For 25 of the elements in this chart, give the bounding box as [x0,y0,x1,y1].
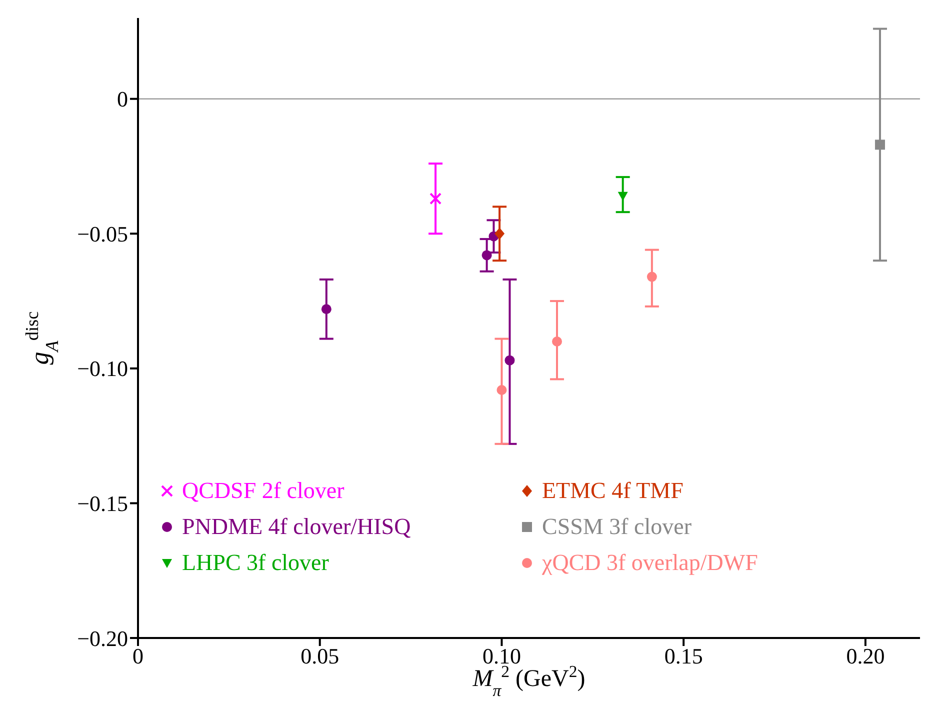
y-tick-label: −0.20 [77,626,128,651]
point [496,385,507,395]
legend-label: PNDME 4f clover/HISQ [182,514,411,540]
x-tick-label: 0.15 [664,644,703,669]
y-tick-label: −0.10 [77,356,128,382]
y-tick-label: 0 [117,86,128,112]
y-tick-label: −0.05 [77,221,128,246]
x-tick-label: 0.05 [300,644,340,669]
legend-label: CSSM 3f clover [542,514,692,540]
point [430,192,442,205]
point [504,355,515,366]
legend-label: ETMC 4f TMF [542,478,684,504]
x-tick-label: 0.20 [846,644,885,669]
point [494,228,505,240]
point [874,140,885,150]
legend-label: χQCD 3f overlap/DWF [542,550,758,576]
legend-label: LHPC 3f clover [182,550,329,576]
y-tick-label: −0.15 [77,491,128,516]
x-tick-label: 0 [132,644,144,669]
legend-label: QCDSF 2f clover [182,478,344,504]
point [646,272,657,282]
point [321,304,332,314]
point [482,250,492,260]
point [618,192,628,201]
point [552,336,562,346]
